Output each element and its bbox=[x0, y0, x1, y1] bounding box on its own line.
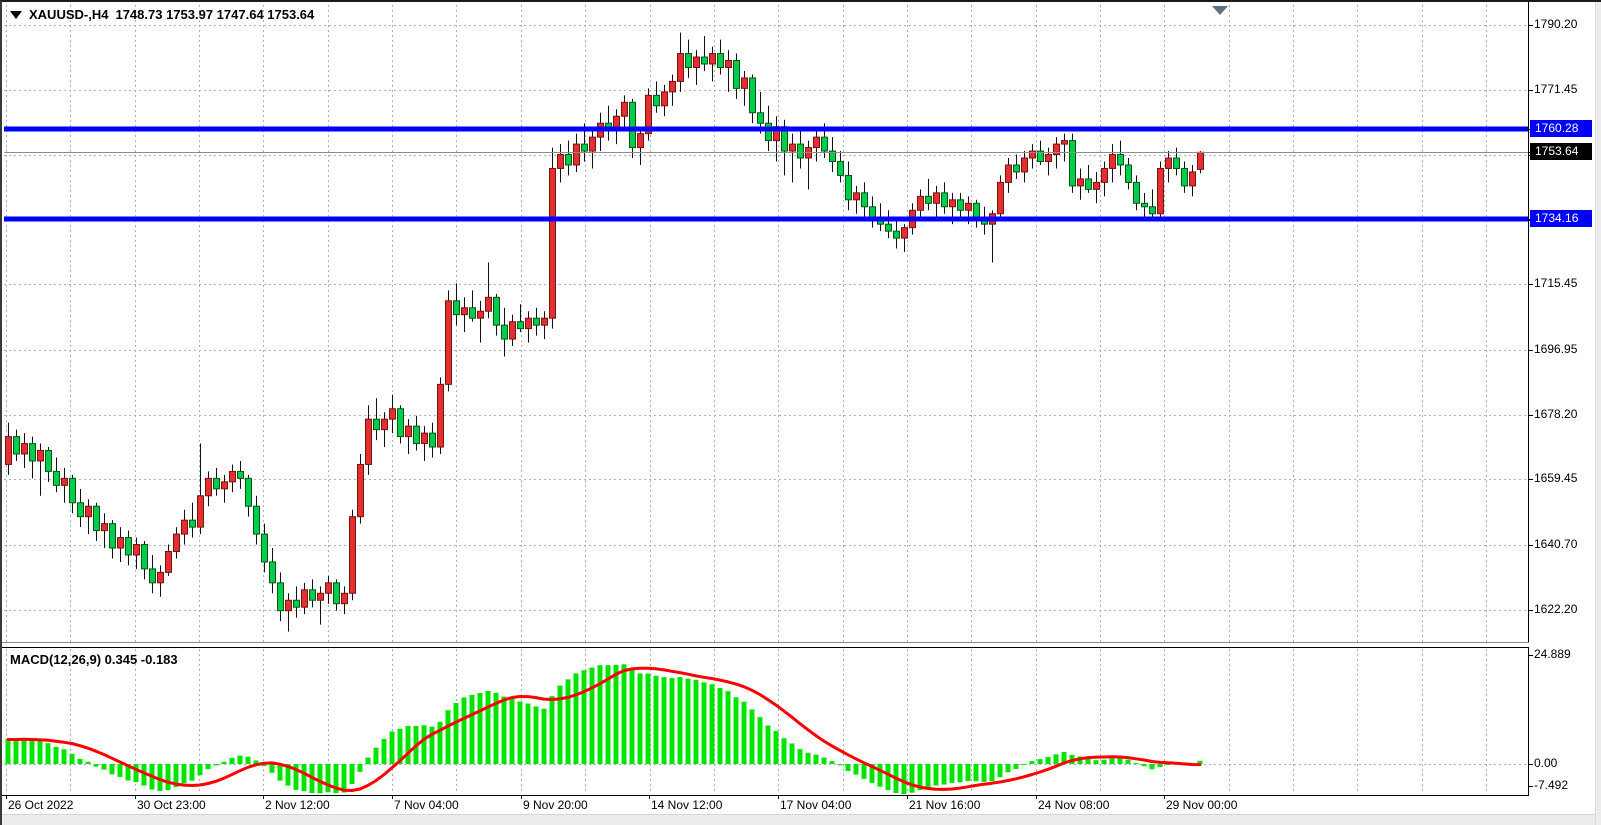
price-axis-label: 1678.20 bbox=[1534, 407, 1578, 421]
price-axis-label: 1640.70 bbox=[1534, 537, 1578, 551]
bid-price-tag: 1753.64 bbox=[1530, 143, 1592, 160]
time-axis-label: 24 Nov 08:00 bbox=[1038, 798, 1110, 812]
time-axis-label: 29 Nov 00:00 bbox=[1166, 798, 1238, 812]
time-axis-label: 30 Oct 23:00 bbox=[137, 798, 206, 812]
time-axis-label: 2 Nov 12:00 bbox=[265, 798, 330, 812]
symbol-period-label: XAUUSD-,H4 bbox=[29, 7, 109, 22]
time-axis-label: 7 Nov 04:00 bbox=[394, 798, 459, 812]
price-axis-label: 1696.95 bbox=[1534, 342, 1578, 356]
chart-title: XAUUSD-,H4 1748.73 1753.97 1747.64 1753.… bbox=[10, 7, 314, 22]
bottom-strip bbox=[2, 814, 1601, 825]
right-strip bbox=[1595, 2, 1601, 825]
price-axis-label: 1622.20 bbox=[1534, 602, 1578, 616]
macd-axis-label: -7.492 bbox=[1534, 778, 1569, 792]
price-axis-label: 1790.20 bbox=[1534, 17, 1578, 31]
time-axis-label: 14 Nov 12:00 bbox=[651, 798, 723, 812]
price-axis-label: 1659.45 bbox=[1534, 471, 1578, 485]
price-axis-label: 1771.45 bbox=[1534, 82, 1578, 96]
time-axis-label: 21 Nov 16:00 bbox=[909, 798, 981, 812]
ohlc-values: 1748.73 1753.97 1747.64 1753.64 bbox=[115, 7, 315, 22]
symbol-dropdown-icon[interactable] bbox=[10, 10, 22, 19]
level-price-tag-lower: 1734.16 bbox=[1530, 210, 1592, 227]
chart-shift-marker-icon[interactable] bbox=[1212, 6, 1228, 15]
price-axis-label: 1715.45 bbox=[1534, 276, 1578, 290]
indicator-label: MACD(12,26,9) 0.345 -0.183 bbox=[10, 652, 178, 667]
pane-splitter[interactable] bbox=[2, 642, 1529, 648]
level-price-tag-upper: 1760.28 bbox=[1530, 120, 1592, 137]
time-axis-label: 9 Nov 20:00 bbox=[523, 798, 588, 812]
macd-axis-label: 0.00 bbox=[1534, 756, 1558, 770]
time-axis-label: 26 Oct 2022 bbox=[8, 798, 74, 812]
macd-axis-label: 24.889 bbox=[1534, 647, 1571, 661]
time-axis-label: 17 Nov 04:00 bbox=[780, 798, 852, 812]
